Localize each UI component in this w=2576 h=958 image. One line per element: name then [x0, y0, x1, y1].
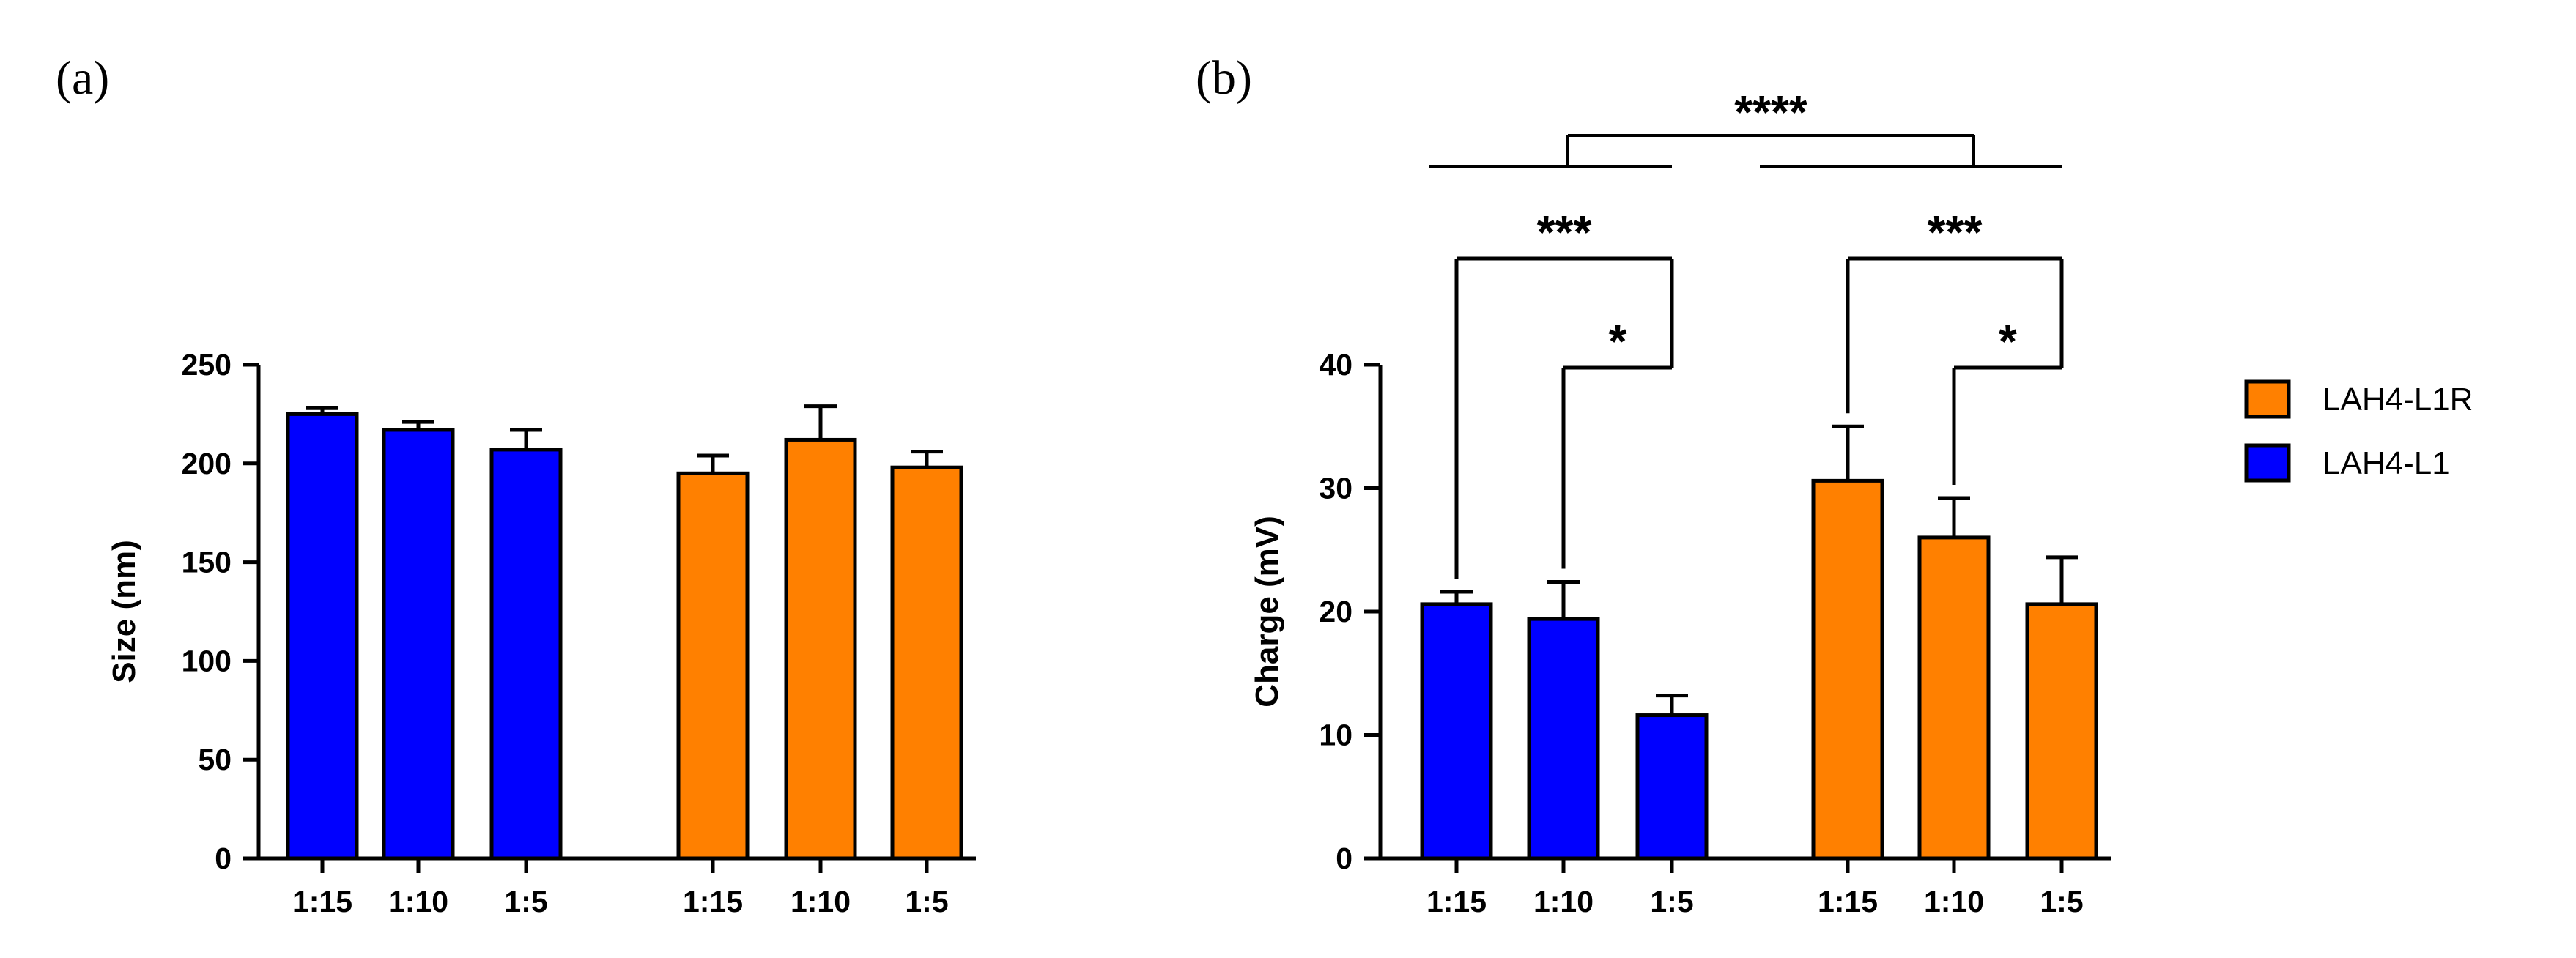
legend-swatch-lah4-l1r: [2244, 379, 2291, 419]
bar-lah4-l1-1-5: [489, 448, 563, 861]
significance-stars: *: [1609, 315, 1627, 368]
x-category-label: 1:15: [1426, 885, 1487, 918]
significance-stars: ***: [1928, 206, 1983, 259]
significance-stars: *: [1999, 315, 2017, 368]
y-tick-label: 250: [182, 348, 232, 382]
x-category-label: 1:15: [1818, 885, 1878, 918]
y-tick-label: 0: [215, 842, 232, 875]
bar-lah4-l1r-1-15: [676, 471, 750, 861]
bar-lah4-l1r-1-10: [784, 437, 857, 861]
x-category-label: 1:5: [905, 885, 948, 918]
panel-b-label: (b): [1196, 51, 1252, 105]
bar-lah4-l1-1-10: [1527, 617, 1600, 861]
x-category-label: 1:10: [388, 885, 448, 918]
panel-a-size-chart: (a) 0 50 100 150 200 250 Size (nm) 1:15 1:10 1:5 1…: [56, 51, 976, 918]
panel-a-label: (a): [56, 51, 109, 105]
y-tick-label: 200: [182, 447, 232, 480]
panel-b-charge-chart: (b) 0 10 20 30 40 Charge (mV) 1:15 1:10 1:5 1:15 1…: [1196, 51, 2111, 918]
bar-lah4-l1r-1-10: [1917, 535, 1991, 861]
bar-lah4-l1-1-5: [1635, 713, 1709, 861]
bar-lah4-l1r-1-5: [2025, 602, 2098, 861]
y-tick-label: 10: [1319, 718, 1352, 752]
x-category-label: 1:5: [504, 885, 547, 918]
y-tick-label: 20: [1319, 595, 1352, 628]
significance-stars: ***: [1537, 206, 1592, 259]
y-tick-label: 100: [182, 644, 232, 677]
legend-label-lah4-l1r: LAH4-L1R: [2323, 382, 2473, 417]
x-category-label: 1:10: [791, 885, 851, 918]
x-category-label: 1:10: [1924, 885, 1984, 918]
x-category-label: 1:15: [683, 885, 743, 918]
y-tick-label: 0: [1336, 842, 1352, 875]
significance-stars: ****: [1734, 86, 1807, 138]
y-axis-title: Size (nm): [106, 540, 142, 683]
bar-lah4-l1-1-15: [286, 412, 359, 861]
bar-lah4-l1r-1-15: [1811, 478, 1884, 861]
x-category-label: 1:10: [1533, 885, 1594, 918]
y-tick-label: 50: [198, 743, 232, 776]
legend-label-lah4-l1: LAH4-L1: [2323, 445, 2450, 481]
legend-swatch-lah4-l1: [2244, 443, 2291, 483]
legend: LAH4-L1R LAH4-L1: [2244, 379, 2473, 483]
y-tick-label: 40: [1319, 348, 1352, 382]
y-tick-label: 150: [182, 546, 232, 579]
bar-lah4-l1-1-10: [382, 428, 455, 861]
y-axis-title: Charge (mV): [1249, 516, 1285, 708]
x-category-label: 1:5: [2040, 885, 2083, 918]
x-category-label: 1:5: [1650, 885, 1693, 918]
bar-lah4-l1-1-15: [1420, 602, 1493, 861]
x-category-label: 1:15: [292, 885, 352, 918]
bar-lah4-l1r-1-5: [890, 465, 963, 861]
y-tick-label: 30: [1319, 472, 1352, 505]
